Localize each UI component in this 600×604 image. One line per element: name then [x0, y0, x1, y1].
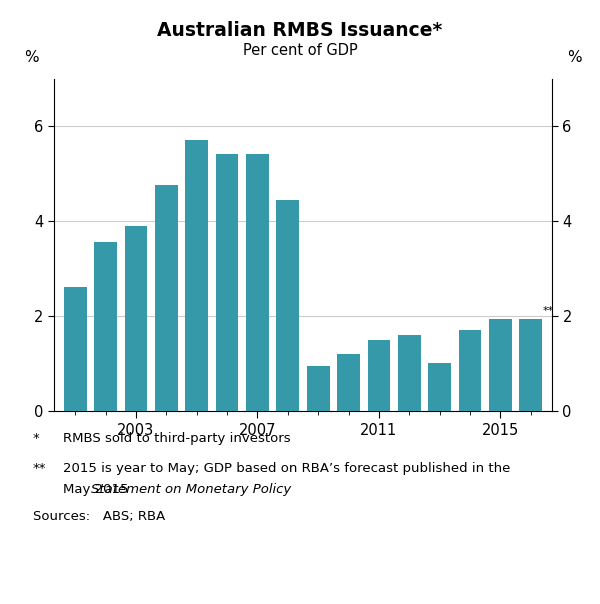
Text: RMBS sold to third-party investors: RMBS sold to third-party investors [63, 432, 290, 445]
Bar [398, 335, 421, 411]
Bar [125, 226, 148, 411]
Text: Per cent of GDP: Per cent of GDP [242, 43, 358, 59]
Text: Sources:   ABS; RBA: Sources: ABS; RBA [33, 510, 165, 524]
Bar [428, 363, 451, 411]
Bar [246, 155, 269, 411]
Bar [155, 185, 178, 411]
Text: **: ** [543, 306, 554, 316]
Bar [520, 319, 542, 411]
Text: Australian RMBS Issuance*: Australian RMBS Issuance* [157, 21, 443, 40]
Text: %: % [567, 50, 582, 65]
Text: 2015 is year to May; GDP based on RBA’s forecast published in the: 2015 is year to May; GDP based on RBA’s … [63, 462, 511, 475]
Bar [94, 242, 117, 411]
Bar [307, 365, 329, 411]
Text: *: * [33, 432, 40, 445]
Text: May 2015: May 2015 [63, 483, 133, 496]
Text: **: ** [33, 462, 47, 475]
Bar [277, 199, 299, 411]
Bar [215, 155, 238, 411]
Bar [337, 354, 360, 411]
Text: Statement on Monetary Policy: Statement on Monetary Policy [91, 483, 292, 496]
Bar [489, 319, 512, 411]
Text: %: % [24, 50, 39, 65]
Bar [458, 330, 481, 411]
Bar [368, 339, 391, 411]
Bar [185, 140, 208, 411]
Bar [64, 288, 86, 411]
